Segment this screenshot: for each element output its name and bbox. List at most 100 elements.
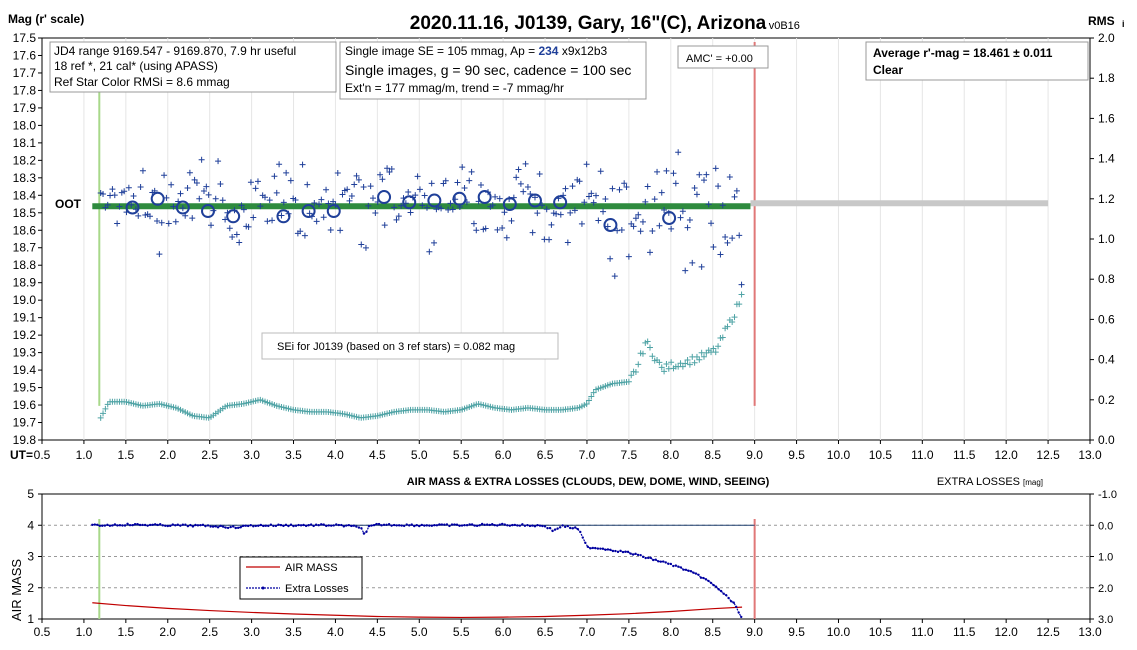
top-x-tick-label: 11.5 <box>953 448 976 462</box>
bottom-x-tick-label: 6.5 <box>537 625 554 639</box>
rms-point <box>712 349 719 356</box>
extra-losses-point <box>309 523 313 526</box>
extra-losses-point <box>375 522 378 526</box>
magnitude-point <box>154 217 161 224</box>
rms-point <box>661 368 668 375</box>
magnitude-point <box>466 177 473 184</box>
extra-losses-point <box>236 526 240 530</box>
extra-losses-point <box>463 523 466 527</box>
extra-losses-point <box>176 523 180 526</box>
magnitude-point <box>416 186 423 193</box>
magnitude-point <box>109 186 116 193</box>
bottom-x-tick-label: 1.5 <box>117 625 134 639</box>
extra-losses-point <box>521 523 524 526</box>
magnitude-point <box>245 223 252 230</box>
magnitude-point <box>196 195 203 202</box>
extra-losses-point <box>312 524 315 528</box>
bottom-y-left-tick-label: 3 <box>27 550 34 564</box>
bottom-legend-frame <box>239 556 363 600</box>
magnitude-point <box>672 180 679 187</box>
bottom-chart: 0.5 1.0 1.5 2.0 2.5 3.0 3.5 4.0 4.5 5.0 5.5 6.0 6.5 7… <box>9 476 1117 639</box>
magnitude-point <box>733 187 740 194</box>
average-circle <box>175 200 190 215</box>
info-box-observation: JD4 range 9169.547 - 9169.870, 7.9 hr us… <box>49 41 337 93</box>
extra-losses-point <box>654 558 657 561</box>
extra-losses-point <box>297 523 300 527</box>
extra-losses-point <box>734 605 738 608</box>
magnitude-point <box>567 209 574 216</box>
magnitude-point <box>722 234 729 241</box>
extra-losses-point <box>216 526 220 529</box>
magnitude-point <box>177 190 184 197</box>
magnitude-point <box>715 183 722 190</box>
magnitude-point <box>226 225 233 232</box>
magnitude-point <box>377 171 384 178</box>
bottom-y-left-tick-label: 1 <box>27 612 34 626</box>
magnitude-point <box>503 234 510 241</box>
magnitude-point <box>137 184 144 191</box>
extra-losses-point <box>589 547 592 550</box>
extra-losses-point <box>533 525 537 528</box>
extra-losses-points <box>91 522 743 619</box>
extra-losses-point <box>496 524 499 527</box>
magnitude-point <box>473 227 480 234</box>
info-box-2-line3: Ext'n = 177 mmag/m, trend = -7 mmag/hr <box>345 81 564 95</box>
top-x-tick-label: 2.5 <box>201 448 218 462</box>
top-y-left-tick-label: 19.5 <box>13 381 37 395</box>
extra-losses-point <box>211 525 215 528</box>
extra-losses-point <box>385 523 388 526</box>
extra-losses-point <box>430 524 434 527</box>
extra-losses-point <box>714 585 718 588</box>
magnitude-point <box>623 184 630 191</box>
magnitude-point <box>670 170 677 177</box>
magnitude-point <box>189 215 196 222</box>
extra-losses-point <box>558 526 562 529</box>
magnitude-point <box>548 221 555 228</box>
extra-losses-point <box>641 555 645 559</box>
extra-losses-point <box>294 524 298 527</box>
rms-point <box>663 360 670 367</box>
extra-losses-point <box>601 547 605 550</box>
top-y-left-tick-label: 17.7 <box>13 66 37 80</box>
extra-losses-point <box>282 524 285 528</box>
magnitude-point <box>524 184 531 191</box>
extra-losses-point <box>611 549 615 553</box>
extra-losses-point <box>402 524 406 528</box>
extra-losses-point <box>141 523 144 527</box>
magnitude-point <box>412 192 419 199</box>
magnitude-point <box>257 203 264 210</box>
magnitude-point <box>546 236 553 243</box>
extra-losses-point <box>657 560 660 563</box>
bottom-y-right-tick-labels: -1.0 0.0 1.0 2.0 3.0 <box>1098 489 1117 626</box>
magnitude-point <box>651 196 658 203</box>
top-y-left-tick-label: 17.8 <box>13 83 37 97</box>
extra-losses-point <box>387 523 391 526</box>
extra-losses-point <box>531 524 534 527</box>
extra-losses-point <box>299 524 303 527</box>
extra-losses-point <box>591 546 595 550</box>
extra-losses-point <box>692 571 695 574</box>
magnitude-point <box>632 215 639 222</box>
extra-losses-point <box>719 589 723 593</box>
bottom-x-tick-label: 10.0 <box>827 625 851 639</box>
extra-losses-point <box>722 592 725 595</box>
magnitude-point <box>576 178 583 185</box>
extra-losses-point <box>740 615 743 619</box>
magnitude-point <box>477 182 484 189</box>
average-circle <box>226 209 241 224</box>
top-x-tick-label: 1.5 <box>117 448 134 462</box>
extra-losses-point <box>254 524 257 528</box>
top-y-left-tick-label: 19.0 <box>13 293 37 307</box>
rms-point <box>696 356 703 363</box>
extra-losses-point <box>332 524 335 527</box>
extra-losses-point <box>98 524 102 528</box>
magnitude-point <box>229 233 236 240</box>
bottom-x-tick-label: 2.0 <box>159 625 176 639</box>
extra-losses-point <box>536 523 539 527</box>
magnitude-point <box>362 244 369 251</box>
extra-losses-point <box>699 576 703 579</box>
top-y-left-tick-label: 19.7 <box>13 416 37 430</box>
magnitude-point <box>482 225 489 232</box>
magnitude-point <box>677 214 684 221</box>
magnitude-point <box>621 180 628 187</box>
